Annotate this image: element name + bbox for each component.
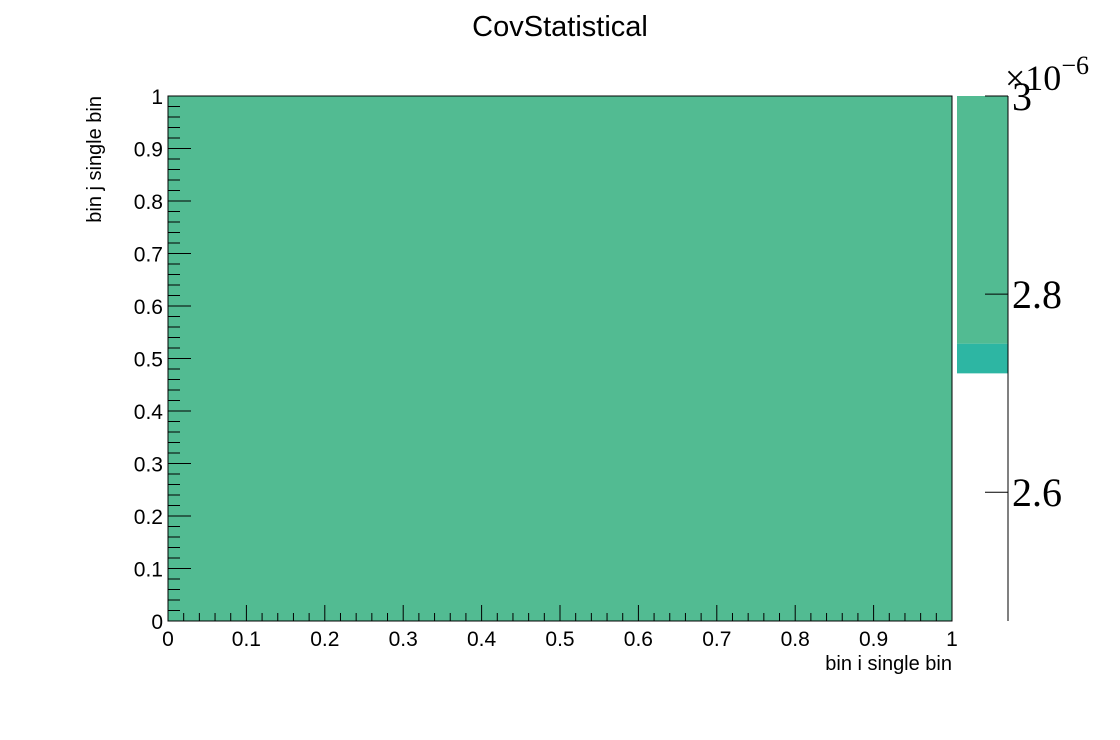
y-tick-label: 0.5 xyxy=(134,349,163,372)
x-tick-label: 0.7 xyxy=(702,628,731,651)
colorbar-band-1 xyxy=(957,96,1008,344)
x-tick-label: 0.6 xyxy=(624,628,653,651)
x-tick-label: 0.4 xyxy=(467,628,497,651)
colorbar-exponent: ×10−6 xyxy=(1005,51,1089,98)
x-tick-label: 0 xyxy=(162,628,174,651)
y-axis: 0 0.1 0.2 0.3 0.4 0.5 0.6 0.7 0.8 0.9 1 xyxy=(134,86,191,634)
y-tick-label: 1 xyxy=(151,86,163,109)
x-axis: 0 0.1 0.2 0.3 0.4 0.5 0.6 0.7 0.8 0.9 1 xyxy=(162,605,958,651)
y-tick-label: 0.9 xyxy=(134,139,163,162)
y-tick-label: 0.6 xyxy=(134,296,163,319)
x-tick-label: 0.2 xyxy=(310,628,339,651)
colorbar-tick-label: 2.6 xyxy=(1012,470,1062,515)
x-tick-label: 0.3 xyxy=(389,628,418,651)
y-tick-label: 0.2 xyxy=(134,506,163,529)
color-scale-bar: 2.6 2.8 3×10−6 xyxy=(957,51,1089,621)
y-tick-label: 0.3 xyxy=(134,454,163,477)
colorbar-tick-label: 3 xyxy=(1012,74,1032,119)
y-tick-label: 0 xyxy=(151,611,163,634)
colorbar-tick-label: 2.8 xyxy=(1012,272,1062,317)
y-tick-label: 0.8 xyxy=(134,191,163,214)
x-tick-label: 0.5 xyxy=(545,628,574,651)
chart-title: CovStatistical xyxy=(472,11,648,43)
heatmap-cell-0 xyxy=(168,96,952,621)
x-tick-label: 0.9 xyxy=(859,628,888,651)
colorbar-band-0 xyxy=(957,343,1008,374)
y-tick-label: 0.4 xyxy=(134,401,164,424)
x-tick-label: 0.8 xyxy=(781,628,810,651)
y-tick-label: 0.1 xyxy=(134,559,163,582)
y-axis-label: bin j single bin xyxy=(84,96,106,223)
plot-area xyxy=(167,95,953,622)
x-tick-label: 0.1 xyxy=(232,628,261,651)
y-tick-label: 0.7 xyxy=(134,244,163,267)
x-axis-label: bin i single bin xyxy=(825,653,952,675)
x-tick-label: 1 xyxy=(946,628,958,651)
